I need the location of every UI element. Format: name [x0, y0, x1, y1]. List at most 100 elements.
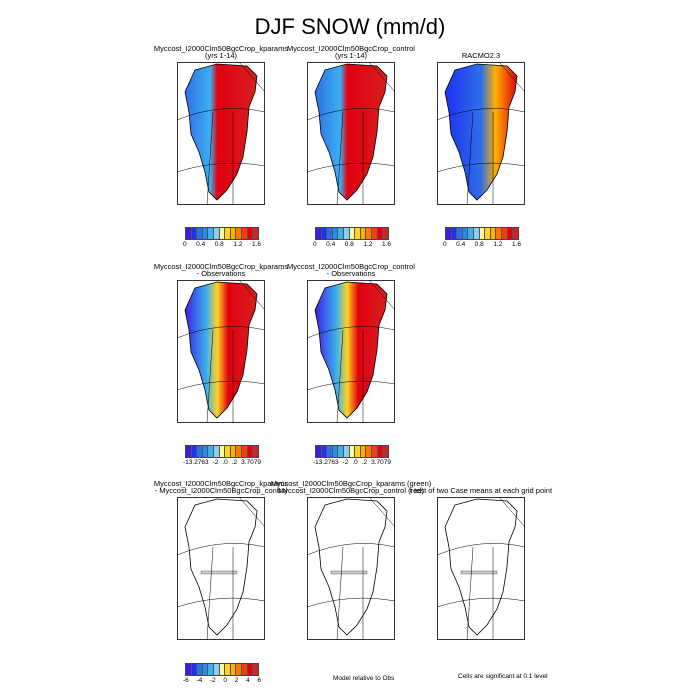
latitude-line: [177, 543, 265, 608]
colorbar-swatch: [451, 228, 458, 239]
colorbar-swatch: [327, 228, 333, 239]
colorbar-tick-label: -13.2763: [313, 459, 339, 466]
colorbar-swatch: [214, 228, 220, 239]
colorbar-swatch: [507, 228, 514, 239]
colorbar: [185, 445, 259, 458]
greenland-map: [307, 497, 395, 640]
colorbar-swatch: [366, 446, 373, 457]
colorbar-swatch: [186, 664, 192, 675]
colorbar-tick-label: 4: [246, 677, 250, 684]
colorbar-swatch: [230, 446, 237, 457]
colorbar-swatch: [208, 664, 215, 675]
colorbar-tick-label: 1.6: [381, 241, 391, 248]
panel-title: Myccost_I2000Clm50BgcCrop_kparams (yrs 1-…: [131, 44, 311, 60]
colorbar-swatch: [344, 228, 350, 239]
greenland-map: [177, 62, 265, 205]
panel-title-line: Myccost_I2000Clm50BgcCrop_control: [287, 262, 415, 271]
panel-title: Myccost_I2000Clm50BgcCrop_kparams - Obser…: [131, 262, 311, 278]
colorbar-swatch: [191, 228, 198, 239]
longitude-line: [336, 497, 395, 640]
panel-title: Myccost_I2000Clm50BgcCrop_control - Obser…: [261, 262, 441, 278]
latitude-line: [437, 543, 525, 608]
colorbar-swatch: [253, 228, 258, 239]
colorbar-tick-label: 1.2: [233, 241, 243, 248]
panel-title-line: RACMO2.3: [461, 51, 501, 60]
colorbar-labels: -13.2763 -2.0.2 3.7079: [183, 459, 261, 466]
colorbar-swatch: [202, 446, 209, 457]
colorbar-swatch: [236, 446, 243, 457]
greenland-map: [177, 280, 265, 423]
panel-title-line: Myccost_I2000Clm50BgcCrop_kparams: [153, 479, 289, 488]
colorbar-swatch: [208, 446, 215, 457]
land-fill: [314, 281, 388, 419]
colorbar-tick-label: 0: [183, 241, 187, 248]
colorbar-swatch: [197, 446, 203, 457]
latitude-line: [177, 108, 265, 173]
colorbar-tick-label: 0.8: [344, 241, 354, 248]
colorbar-swatch: [474, 228, 480, 239]
colorbar-labels: 0 0.4 0.8 1.2 1.6: [443, 241, 521, 248]
colorbar-swatch: [360, 446, 367, 457]
note-model-relative: Model relative to Obs: [333, 675, 395, 682]
colorbar-tick-label: 1.6: [251, 241, 261, 248]
panel-title-line: - Observations: [326, 269, 376, 278]
longitude-line: [336, 280, 395, 423]
colorbar-swatch: [191, 446, 198, 457]
panel-title-line: - Myccost_I2000Clm50BgcCrop_control: [154, 486, 288, 495]
land-fill: [184, 281, 258, 419]
colorbar-swatch: [202, 228, 209, 239]
colorbar-tick-label: 0: [313, 241, 317, 248]
panel-title-line: Myccost_I2000Clm50BgcCrop_kparams: [153, 262, 289, 271]
colorbar-swatch: [186, 228, 192, 239]
colorbar-swatch: [208, 228, 215, 239]
colorbar-swatch: [316, 446, 322, 457]
label-box: [460, 570, 498, 575]
longitude-line: [206, 280, 265, 423]
colorbar-swatch: [360, 228, 367, 239]
colorbar-swatch: [446, 228, 452, 239]
colorbar-swatch: [496, 228, 503, 239]
colorbar-swatch: [327, 446, 333, 457]
colorbar-tick-label: .0: [222, 459, 228, 466]
land-fill: [444, 63, 518, 201]
panel-title-line: Myccost_I2000Clm50BgcCrop_control (red): [278, 486, 424, 495]
colorbar-swatch: [383, 446, 388, 457]
panel-title-line: Myccost_I2000Clm50BgcCrop_kparams: [153, 44, 289, 53]
colorbar-swatch: [321, 228, 328, 239]
colorbar-swatch: [202, 664, 209, 675]
colorbar-swatch: [247, 446, 254, 457]
colorbar-swatch: [225, 446, 231, 457]
colorbar: [445, 227, 519, 240]
colorbar-swatch: [236, 228, 243, 239]
colorbar-swatch: [321, 446, 328, 457]
longitude-line: [466, 62, 525, 205]
panel-title: Myccost_I2000Clm50BgcCrop_kparams - Mycco…: [131, 479, 311, 495]
label-box: [200, 570, 238, 575]
longitude-line: [336, 62, 395, 205]
panel-title: RACMO2.3: [391, 51, 571, 60]
colorbar-swatch: [457, 228, 463, 239]
coastline: [184, 498, 258, 636]
latitude-line: [177, 326, 265, 391]
colorbar-swatch: [242, 228, 248, 239]
colorbar-swatch: [377, 446, 384, 457]
label-box: [330, 570, 368, 575]
panel-title-line: t test of two Case means at each grid po…: [409, 486, 553, 495]
colorbar-swatch: [186, 446, 192, 457]
colorbar-swatch: [355, 446, 361, 457]
colorbar-tick-label: 0.4: [456, 241, 466, 248]
colorbar-tick-label: -4: [196, 677, 203, 684]
colorbar-tick-label: 6: [257, 677, 261, 684]
colorbar-tick-label: 0: [223, 677, 228, 684]
colorbar-tick-label: -6: [183, 677, 189, 684]
colorbar-tick-label: -2: [212, 459, 219, 466]
panel-title-line: - Observations: [196, 269, 246, 278]
colorbar-swatch: [485, 228, 491, 239]
figure-title: DJF SNOW (mm/d): [254, 14, 446, 39]
colorbar-swatch: [366, 228, 373, 239]
colorbar-swatch: [338, 446, 345, 457]
greenland-map: [437, 497, 525, 640]
colorbar-swatch: [332, 446, 339, 457]
colorbar-tick-label: -2: [209, 677, 216, 684]
colorbar-swatch: [502, 228, 508, 239]
